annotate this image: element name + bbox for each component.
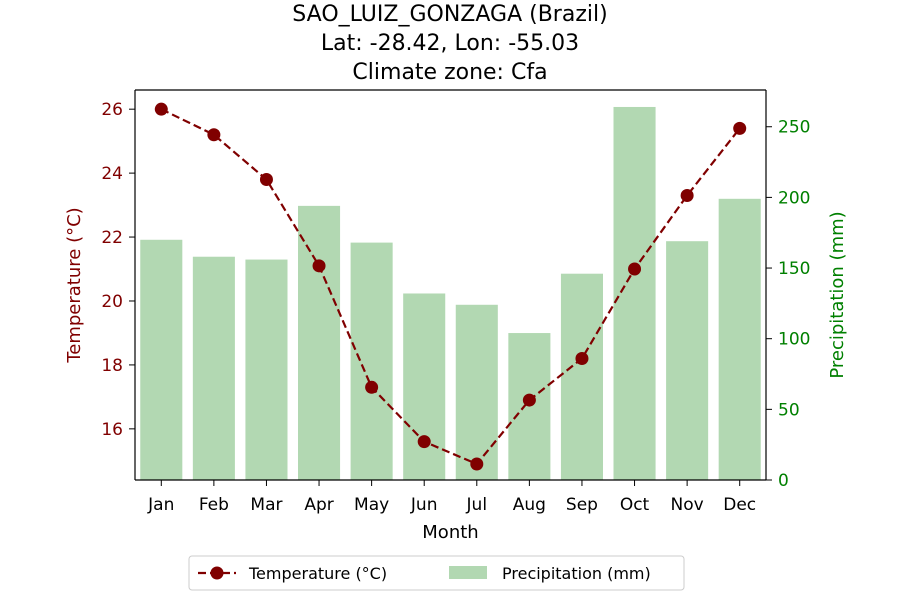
precip-bar-dec — [718, 198, 761, 480]
temp-tick-label-24: 24 — [101, 164, 123, 184]
month-tick-label-nov: Nov — [671, 495, 704, 515]
temp-point-dec — [733, 121, 747, 135]
precip-bar-jul — [455, 304, 498, 480]
legend-precipitation-label: Precipitation (mm) — [502, 564, 651, 583]
temp-point-apr — [312, 259, 326, 273]
precip-bar-oct — [613, 106, 656, 481]
month-tick-label-aug: Aug — [513, 495, 546, 515]
month-tick-label-sep: Sep — [566, 495, 598, 515]
precip-tick-label-100: 100 — [778, 330, 810, 350]
temp-point-feb — [207, 128, 221, 142]
legend-precipitation-swatch — [449, 566, 487, 579]
precipitation-bars — [140, 106, 761, 481]
x-axis-label: Month — [422, 522, 478, 543]
temp-point-jun — [417, 435, 431, 449]
precip-bar-sep — [560, 273, 603, 480]
month-tick-label-dec: Dec — [723, 495, 756, 515]
precip-bar-jan — [140, 239, 183, 480]
title-line-1: SAO_LUIZ_GONZAGA (Brazil) — [292, 2, 607, 27]
legend-temperature-label: Temperature (°C) — [248, 564, 387, 583]
precip-tick-label-200: 200 — [778, 188, 810, 208]
precip-bar-feb — [192, 256, 235, 480]
precip-bar-apr — [298, 205, 341, 480]
temp-point-jan — [154, 102, 168, 116]
month-tick-label-oct: Oct — [620, 495, 650, 515]
temperature-axis-ticks: 16 18 20 22 24 26 — [101, 100, 135, 440]
temp-tick-label-20: 20 — [101, 292, 123, 312]
temp-point-mar — [259, 173, 273, 187]
temp-tick-label-22: 22 — [101, 228, 123, 248]
legend-frame — [188, 555, 685, 591]
temp-point-aug — [522, 393, 536, 407]
legend: Temperature (°C) Precipitation (mm) — [188, 555, 685, 591]
precip-tick-label-150: 150 — [778, 259, 810, 279]
title-line-3: Climate zone: Cfa — [352, 60, 547, 85]
precip-bar-nov — [666, 241, 709, 480]
temp-tick-label-18: 18 — [101, 356, 123, 376]
precip-bar-may — [350, 242, 393, 480]
month-tick-label-jul: Jul — [466, 495, 488, 515]
temperature-series — [154, 102, 747, 471]
precip-bar-mar — [245, 259, 288, 480]
precip-tick-label-250: 250 — [778, 118, 810, 138]
temperature-line — [160, 108, 741, 466]
month-tick-label-mar: Mar — [250, 495, 282, 515]
month-tick-label-feb: Feb — [199, 495, 229, 515]
temp-tick-label-16: 16 — [101, 420, 123, 440]
temp-point-jul — [470, 457, 484, 471]
temp-point-sep — [575, 352, 589, 366]
month-axis-ticks: Jan Feb Mar Apr May Jun Jul Aug Sep Oct Nov Dec — [147, 480, 756, 515]
month-tick-label-may: May — [354, 495, 389, 515]
chart-axes — [134, 89, 767, 481]
temperature-axis-label: Temperature (°C) — [64, 207, 85, 363]
legend-temperature-marker — [210, 566, 224, 580]
precip-bar-jun — [403, 293, 446, 480]
month-tick-label-apr: Apr — [304, 495, 333, 515]
month-tick-label-jan: Jan — [147, 495, 174, 515]
temp-point-oct — [628, 262, 642, 276]
title-line-2: Lat: -28.42, Lon: -55.03 — [321, 31, 579, 56]
temp-point-nov — [680, 188, 694, 202]
chart-title: SAO_LUIZ_GONZAGA (Brazil) Lat: -28.42, Lo… — [292, 2, 607, 85]
month-tick-label-jun: Jun — [410, 495, 438, 515]
precip-tick-label-0: 0 — [778, 471, 789, 491]
temp-tick-label-26: 26 — [101, 100, 123, 120]
precip-tick-label-50: 50 — [778, 400, 800, 420]
precipitation-axis-label: Precipitation (mm) — [827, 211, 848, 378]
temp-point-may — [365, 380, 379, 394]
precipitation-axis-ticks: 0 50 100 150 200 250 — [766, 118, 810, 491]
